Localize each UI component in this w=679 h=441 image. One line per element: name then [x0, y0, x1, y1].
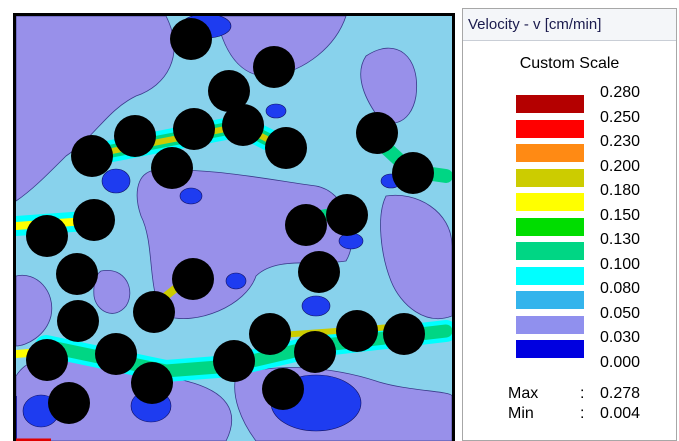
scale-level-label: 0.280	[600, 84, 641, 101]
scale-swatch	[516, 266, 584, 285]
scale-swatch	[516, 168, 584, 187]
scale-swatch	[516, 242, 584, 260]
velocity-contour-map	[16, 16, 452, 441]
scale-swatch	[516, 95, 584, 113]
scale-title: Custom Scale	[519, 55, 620, 72]
scale-level-label: 0.200	[600, 157, 641, 175]
scale-swatch	[516, 144, 584, 162]
min-label: Min	[508, 405, 534, 422]
legend-title: Velocity - v [cm/min]	[463, 9, 676, 41]
scale-level-label: 0.150	[600, 206, 641, 224]
scale-level-label: 0.180	[600, 182, 641, 199]
scale-swatch	[516, 340, 584, 358]
solid-grains	[26, 18, 434, 424]
max-label: Max	[508, 385, 539, 402]
max-value: 0.278	[600, 385, 641, 402]
scale-swatch	[516, 291, 584, 309]
scale-swatch	[516, 193, 584, 211]
scale-level-label: 0.250	[600, 108, 641, 126]
legend-panel: Velocity - v [cm/min] Custom Scale 0.280…	[462, 8, 677, 441]
max-sep: :	[580, 385, 585, 402]
scale-level-label: 0.030	[600, 329, 641, 346]
min-sep: :	[580, 405, 585, 422]
scale-level-label: 0.050	[600, 304, 641, 322]
scale-level-label: 0.100	[600, 255, 641, 273]
scale-swatch	[516, 217, 584, 236]
contour-plot[interactable]	[13, 13, 455, 441]
scale-swatch	[516, 315, 584, 334]
scale-level-label: 0.000	[600, 353, 641, 371]
scale-swatch	[516, 119, 584, 138]
scale-level-label: 0.130	[600, 231, 641, 248]
min-value: 0.004	[600, 405, 641, 422]
scale-level-label: 0.080	[600, 280, 641, 297]
scale-level-label: 0.230	[600, 133, 641, 150]
